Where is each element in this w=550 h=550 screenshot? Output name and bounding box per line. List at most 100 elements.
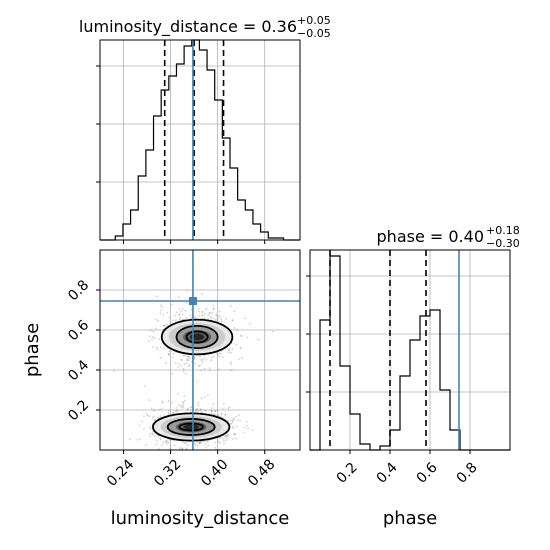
joint-scatter-point: [222, 437, 225, 440]
joint-scatter-point: [198, 314, 201, 317]
joint-scatter-point: [200, 369, 202, 372]
joint-scatter-point: [246, 336, 249, 339]
joint-scatter-point: [172, 352, 175, 355]
joint-scatter-point: [171, 356, 174, 359]
joint-scatter-point: [175, 406, 178, 409]
joint-scatter-point: [226, 435, 229, 437]
joint-scatter-point: [177, 458, 179, 460]
joint-scatter-point: [187, 407, 189, 410]
joint-scatter-point: [197, 364, 200, 367]
joint-scatter-point: [185, 316, 188, 319]
joint-scatter-point: [235, 328, 238, 331]
joint-scatter-point: [241, 357, 243, 359]
joint-scatter-point: [216, 439, 219, 442]
joint-scatter-point: [159, 312, 162, 314]
joint-scatter-point: [224, 435, 227, 437]
joint-scatter-point: [162, 441, 165, 444]
phase-y-axis-label: phase: [22, 323, 43, 377]
joint-scatter-point: [156, 440, 159, 442]
joint-scatter-point: [157, 435, 160, 438]
joint-scatter-point: [181, 441, 184, 443]
joint-scatter-point: [189, 314, 192, 317]
joint-scatter-point: [189, 409, 192, 411]
joint-scatter-point: [203, 367, 206, 370]
joint-scatter-point: [224, 439, 227, 442]
joint-scatter-point: [187, 356, 190, 359]
joint-scatter-point: [194, 444, 197, 446]
joint-scatter-point: [166, 311, 169, 314]
phase-histogram-ticks: 0.2 0.4 0.6 0.8: [306, 275, 481, 487]
phase-hist-xtick-label-1: 0.4: [374, 460, 401, 487]
joint-scatter-point: [149, 329, 152, 332]
joint-scatter-point: [165, 442, 168, 445]
joint-scatter-point: [168, 350, 171, 353]
joint-scatter-point: [229, 361, 232, 364]
joint-scatter-point: [156, 346, 158, 349]
joint-scatter-point: [187, 365, 190, 368]
joint-scatter-point: [195, 408, 198, 411]
joint-scatter-point: [148, 399, 151, 402]
joint-scatter-point: [157, 319, 160, 322]
joint-scatter-point: [188, 357, 191, 360]
luminosity-distance-title: luminosity_distance = 0.36: [79, 17, 297, 37]
joint-scatter-point: [239, 346, 242, 349]
joint-scatter-point: [184, 399, 186, 402]
joint-scatter-point: [217, 414, 220, 416]
joint-scatter-point: [167, 399, 170, 402]
joint-scatter-point: [224, 317, 227, 320]
joint-scatter-point: [201, 311, 204, 313]
joint-scatter-point: [174, 362, 177, 364]
joint-density-level-0-4: [190, 333, 205, 341]
joint-scatter-point: [195, 410, 197, 412]
joint-contour-0-2: [185, 330, 209, 344]
joint-contour-1-0: [152, 412, 231, 442]
joint-scatter-point: [218, 437, 221, 439]
joint-scatter-point: [153, 418, 156, 421]
joint-density-truth-marker: [100, 250, 300, 450]
joint-scatter-point: [210, 359, 213, 362]
joint-scatter-point: [156, 451, 158, 453]
joint-scatter-point: [240, 347, 242, 350]
joint-scatter-point: [149, 432, 152, 435]
joint-scatter-point: [151, 338, 153, 341]
joint-scatter-point: [183, 394, 186, 397]
joint-scatter-point: [208, 369, 211, 372]
joint-scatter-point: [218, 355, 220, 358]
phase-histogram-panel: 0.2 0.4 0.6 0.8 phase = 0.40 +0.18 −0.30 ph…: [306, 224, 520, 529]
joint-scatter-point: [219, 316, 221, 318]
joint-scatter-point: [162, 324, 165, 327]
joint-scatter-point: [242, 431, 245, 434]
joint-scatter-point: [220, 318, 222, 321]
joint-scatter-point: [245, 420, 248, 423]
joint-scatter-point: [113, 370, 115, 372]
joint-scatter-point: [143, 415, 145, 417]
joint-scatter-point: [215, 313, 218, 316]
joint-scatter-point: [153, 435, 156, 437]
joint-scatter-point: [186, 444, 189, 447]
joint-xtick-label-0: 0.24: [104, 456, 137, 489]
joint-scatter-point: [230, 363, 232, 365]
joint-scatter-point: [212, 355, 215, 358]
joint-ytick-label-2: 0.6: [65, 317, 92, 344]
joint-scatter-point: [194, 362, 197, 365]
joint-scatter-point: [225, 434, 228, 437]
joint-scatter-point: [203, 396, 206, 398]
joint-scatter-point: [180, 364, 182, 367]
joint-scatter-point: [240, 334, 243, 337]
joint-scatter-point: [183, 442, 186, 445]
joint-scatter-point: [205, 358, 208, 361]
joint-scatter-point: [201, 310, 204, 313]
joint-scatter-point: [178, 296, 180, 299]
joint-scatter-point: [232, 438, 234, 440]
joint-scatter-point: [185, 301, 188, 304]
joint-scatter-point: [167, 353, 170, 355]
joint-scatter-point: [148, 435, 151, 437]
joint-scatter-point: [168, 452, 170, 454]
joint-scatter-point: [179, 318, 181, 321]
luminosity-distance-x-axis-label: luminosity_distance: [111, 508, 290, 529]
joint-scatter-point: [152, 409, 155, 412]
joint-scatter-point: [229, 422, 232, 425]
joint-scatter-point: [156, 348, 159, 351]
joint-scatter-point: [243, 317, 246, 320]
joint-scatter-point: [199, 355, 201, 358]
